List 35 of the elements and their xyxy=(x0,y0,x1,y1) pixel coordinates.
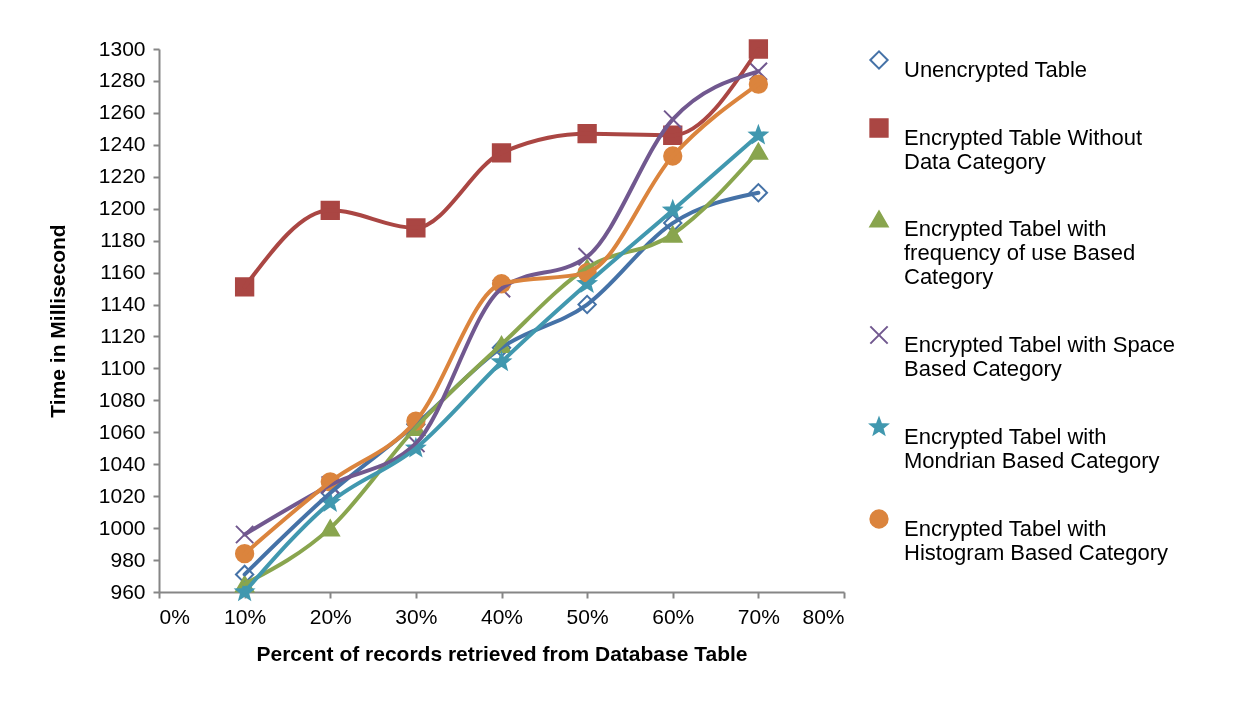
y-tick-label: 1020 xyxy=(98,483,146,507)
x-tick-label: 0% xyxy=(159,604,190,628)
legend-label: Encrypted Tabel with Histogram Based Category xyxy=(904,516,1169,565)
y-tick-label: 1200 xyxy=(98,196,146,220)
x-tick-label: 40% xyxy=(480,604,524,628)
x-tick-label: 30% xyxy=(395,604,438,628)
y-tick-label: 1000 xyxy=(98,515,146,539)
x-tick-label: 10% xyxy=(224,604,267,628)
y-tick-label: 1180 xyxy=(100,228,146,252)
legend-label: Encrypted Tabel with Mondrian Based Category xyxy=(904,424,1160,473)
y-tick-label: 1260 xyxy=(98,100,146,124)
y-axis-title: Time in Millisecond xyxy=(45,224,69,418)
legend-label: Encrypted Tabel with frequency of use Based Category xyxy=(904,216,1136,289)
y-tick-label: 1060 xyxy=(98,419,146,443)
y-tick-label: 1100 xyxy=(100,355,146,379)
y-tick-label: 1220 xyxy=(98,164,146,188)
x-tick-label: 20% xyxy=(309,604,352,628)
y-tick-label: 980 xyxy=(110,547,146,571)
y-tick-label: 1280 xyxy=(98,68,146,92)
x-tick-label: 80% xyxy=(802,604,845,628)
y-tick-label: 960 xyxy=(110,579,146,603)
x-axis-title: Percent of records retrieved from Database Table xyxy=(256,641,748,665)
y-tick-label: 1040 xyxy=(98,451,146,475)
y-tick-label: 1300 xyxy=(98,36,146,60)
x-tick-label: 70% xyxy=(737,604,780,628)
legend-label: Unencrypted Table xyxy=(904,57,1088,82)
legend-label: Encrypted Tabel with Space Based Category xyxy=(904,332,1176,381)
y-tick-label: 1080 xyxy=(98,387,146,411)
x-tick-label: 60% xyxy=(652,604,695,628)
legend-label: Encrypted Table Without Data Category xyxy=(904,125,1143,174)
y-tick-label: 1120 xyxy=(100,323,146,347)
y-tick-label: 1240 xyxy=(98,132,146,156)
y-tick-label: 1140 xyxy=(100,292,146,316)
x-tick-label: 50% xyxy=(566,604,609,628)
y-tick-label: 1160 xyxy=(100,260,146,284)
